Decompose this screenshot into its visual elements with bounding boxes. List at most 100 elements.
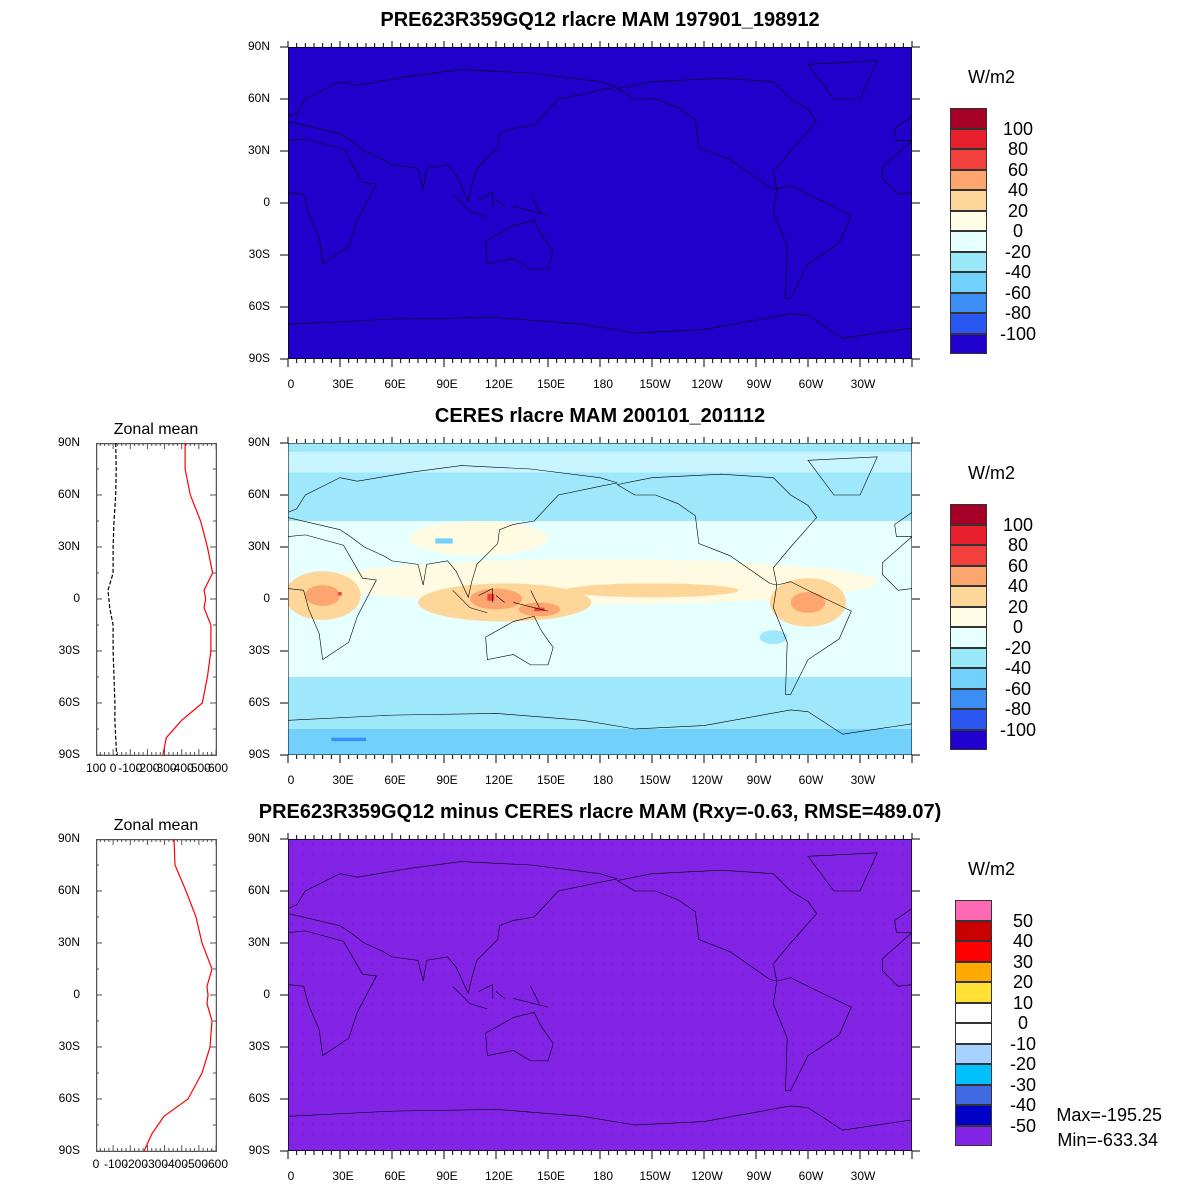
lat-tick-label: 30N xyxy=(247,935,270,949)
zonal-line-pre623r359gq12 xyxy=(162,443,214,756)
colorbar-swatch xyxy=(950,729,987,750)
lon-tick-label: 90W xyxy=(746,773,772,787)
colorbar-label: -100 xyxy=(999,719,1037,740)
lon-tick-label: 60E xyxy=(384,377,406,391)
colorbar-swatch xyxy=(955,900,992,921)
lon-tick-label: 60E xyxy=(384,773,406,787)
lon-tick-label: 30W xyxy=(850,1169,876,1183)
colorbar-label: -50 xyxy=(1009,1115,1036,1136)
lon-tick-label: 60E xyxy=(384,1169,406,1183)
zonal-lat-label: 90N xyxy=(57,435,80,449)
colorbar-swatch xyxy=(955,1002,992,1023)
colorbar-label: -10 xyxy=(1009,1033,1036,1054)
colorbar-label: -60 xyxy=(1004,282,1031,303)
colorbar-swatch xyxy=(955,1064,992,1085)
map-difference xyxy=(288,839,912,1151)
lon-tick-label: 180 xyxy=(592,773,614,787)
lat-tick-label: 60S xyxy=(248,299,270,313)
zonal-lat-label: 90S xyxy=(58,747,80,761)
zonal-lat-label: 60S xyxy=(58,1091,80,1105)
colorbar-swatch xyxy=(955,920,992,941)
colorbar-label: -40 xyxy=(1004,262,1031,282)
map-ceres xyxy=(288,443,912,755)
lat-tick-label: 0 xyxy=(263,195,270,209)
lon-tick-label: 120W xyxy=(691,773,723,787)
colorbar-swatch xyxy=(950,524,987,545)
lon-tick-label: 90W xyxy=(746,377,772,391)
zonal-lat-label: 30S xyxy=(58,1039,80,1053)
lon-tick-label: 90E xyxy=(436,773,458,787)
colorbar-label: 0 xyxy=(1012,617,1023,637)
colorbar-label: -20 xyxy=(1004,241,1031,262)
colorbar-label: 50 xyxy=(1012,910,1034,931)
colorbar-swatch xyxy=(950,231,987,252)
colorbar-label: -80 xyxy=(1004,303,1031,323)
colorbar-swatch xyxy=(950,210,987,231)
zonal-line-difference xyxy=(143,839,213,1152)
colorbar-label: 80 xyxy=(1007,139,1029,159)
colorbar-swatch xyxy=(950,586,987,607)
map-tick-marks xyxy=(280,833,920,1159)
lon-tick-label: 60W xyxy=(798,773,824,787)
colorbar-label: -80 xyxy=(1004,699,1031,719)
colorbar-swatch xyxy=(950,128,987,149)
map-tick-marks xyxy=(280,41,920,367)
colorbar-label: -40 xyxy=(1009,1095,1036,1115)
zonal-x-tick-label: -100 xyxy=(118,761,143,775)
map-model xyxy=(288,47,912,359)
colorbar-label: -40 xyxy=(1004,658,1031,678)
lat-tick-label: 90S xyxy=(248,1143,270,1157)
lat-tick-label: 60S xyxy=(248,1091,270,1105)
lon-tick-label: 150E xyxy=(536,773,566,787)
colorbar-label: 40 xyxy=(1007,576,1029,596)
zonal-x-tick-label: -100 xyxy=(103,1157,129,1171)
zonal-mean-title: Zonal mean xyxy=(113,817,199,834)
colorbar-label: 100 xyxy=(1002,514,1034,535)
lat-tick-label: 90S xyxy=(248,351,270,365)
panel2-title: CERES rlacre MAM 200101_201112 xyxy=(434,405,766,427)
zonal-x-tick-label: -200 xyxy=(123,1157,149,1171)
colorbar-swatch xyxy=(955,961,992,982)
colorbar-swatch xyxy=(955,982,992,1003)
colorbar-label: 60 xyxy=(1007,555,1029,576)
zonal-lat-label: 60N xyxy=(57,883,80,897)
colorbar-swatch xyxy=(950,709,987,730)
lat-tick-label: 30S xyxy=(248,247,270,261)
lat-tick-label: 30S xyxy=(248,1039,270,1053)
colorbar-label: 10 xyxy=(1012,992,1034,1013)
colorbar-label: 20 xyxy=(1007,596,1029,617)
colorbar-swatch xyxy=(950,565,987,586)
lat-tick-label: 30S xyxy=(248,643,270,657)
colorbar-label: -20 xyxy=(1009,1054,1036,1074)
colorbar-swatch xyxy=(950,251,987,272)
colorbar-swatch xyxy=(955,1023,992,1044)
lon-tick-label: 120E xyxy=(484,1169,514,1183)
zonal-x-tick-label: 100 xyxy=(85,761,107,775)
lon-tick-label: 30W xyxy=(850,377,876,391)
zonal-x-tick-label: -300 xyxy=(143,1157,169,1171)
lat-tick-label: 60N xyxy=(247,487,270,501)
lat-tick-label: 0 xyxy=(263,591,270,605)
lat-tick-label: 30N xyxy=(247,143,270,157)
lat-tick-label: 60N xyxy=(247,883,270,897)
zonal-x-tick-label: 0 xyxy=(109,761,117,775)
lon-tick-label: 0 xyxy=(287,1169,295,1183)
zonal-x-tick-label: -400 xyxy=(169,761,194,775)
colorbar-label: -30 xyxy=(1009,1074,1036,1095)
lat-tick-label: 90N xyxy=(247,435,270,449)
zonal-lat-label: 90S xyxy=(58,1143,80,1157)
zonal-lat-label: 0 xyxy=(73,591,80,605)
colorbar-swatch xyxy=(950,190,987,211)
colorbar-swatch xyxy=(955,941,992,962)
zonal-lat-label: 0 xyxy=(73,987,80,1001)
colorbar-label: 100 xyxy=(1002,118,1034,139)
colorbar-swatch xyxy=(955,1125,992,1146)
lon-tick-label: 120W xyxy=(691,377,723,391)
colorbar-swatch xyxy=(950,292,987,313)
lon-tick-label: 60W xyxy=(798,1169,824,1183)
colorbar-swatch xyxy=(950,333,987,354)
zonal-frame xyxy=(96,839,217,1152)
zonal-mean-title: Zonal mean xyxy=(113,421,199,438)
lon-tick-label: 30E xyxy=(332,1169,354,1183)
zonal-lat-label: 30N xyxy=(57,935,80,949)
